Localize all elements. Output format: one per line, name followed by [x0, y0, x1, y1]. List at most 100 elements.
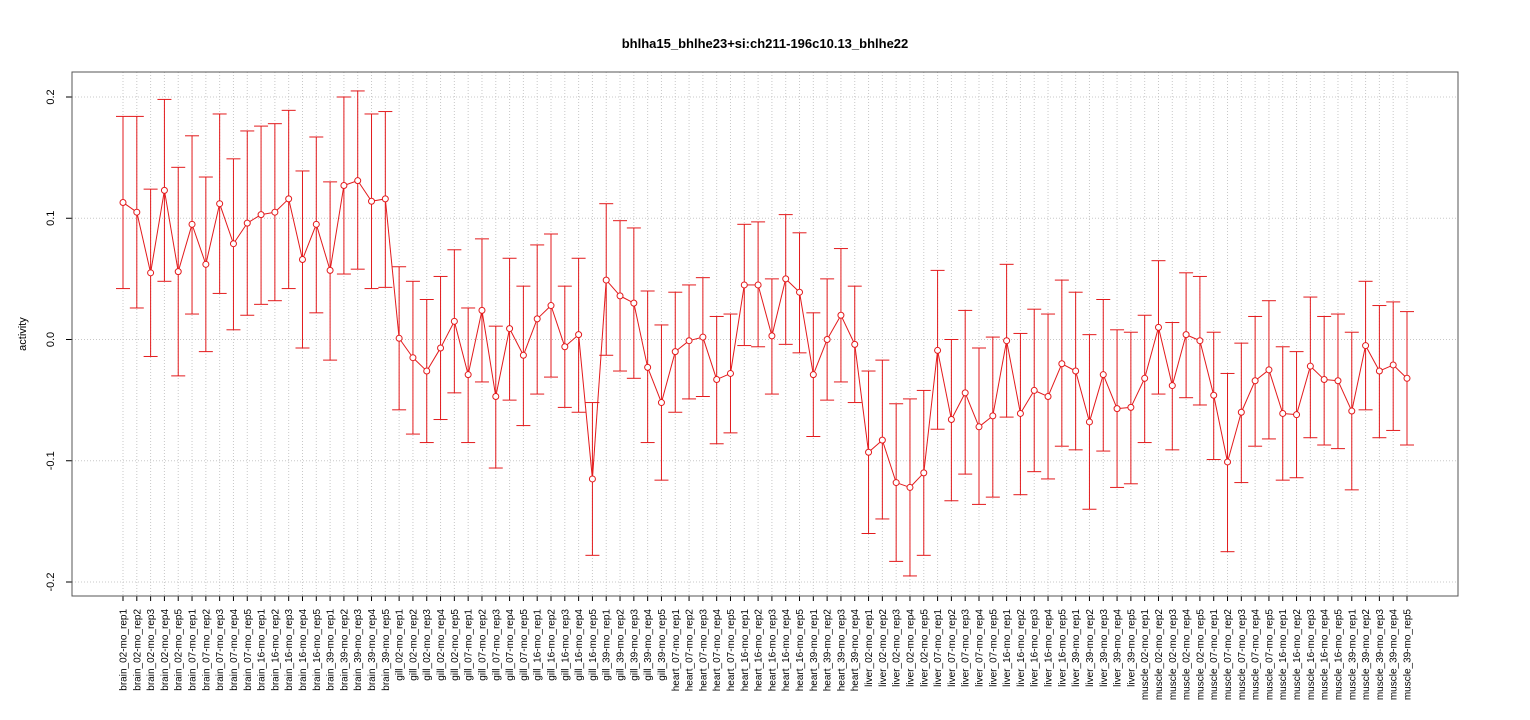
series-segment: [1144, 330, 1159, 376]
data-point: [823, 336, 831, 343]
series-segment: [1296, 368, 1311, 412]
data-point: [906, 483, 914, 491]
series-segment: [965, 395, 979, 425]
series-segment: [1269, 372, 1283, 411]
x-tick-label: heart_16-mo_rep5: [795, 609, 806, 692]
x-tick-label: gill_07-mo_rep2: [477, 609, 488, 681]
x-tick-label: gill_39-mo_rep2: [616, 609, 627, 681]
series-segment: [1021, 392, 1034, 412]
x-tick-label: heart_39-mo_rep3: [836, 609, 847, 692]
y-tick-label: -0.2: [45, 573, 57, 592]
x-tick-label: heart_16-mo_rep1: [740, 609, 751, 692]
series-segment: [898, 483, 908, 487]
data-point: [147, 269, 155, 277]
x-tick-label: liver_16-mo_rep4: [1044, 609, 1055, 687]
data-point: [1306, 362, 1314, 370]
series-segment: [719, 374, 728, 379]
x-tick-label: brain_39-mo_rep4: [367, 609, 378, 691]
data-point: [892, 479, 900, 487]
data-point: [1085, 418, 1093, 426]
x-tick-label: gill_07-mo_rep5: [519, 609, 530, 681]
x-tick-label: liver_07-mo_rep1: [933, 609, 944, 687]
series-segment: [249, 215, 259, 222]
series-activity: [116, 90, 1414, 577]
series-segment: [758, 287, 772, 334]
data-point: [478, 306, 486, 314]
x-tick-label: muscle_39-mo_rep1: [1347, 609, 1358, 701]
series-segment: [454, 324, 468, 372]
x-tick-label: gill_02-mo_rep2: [408, 609, 419, 681]
data-point: [257, 211, 265, 219]
data-point: [1265, 366, 1273, 374]
series-segment: [1158, 330, 1173, 383]
data-point: [160, 186, 168, 194]
data-point: [533, 315, 541, 323]
x-tick-label: muscle_07-mo_rep3: [1237, 609, 1248, 701]
series-segment: [150, 193, 165, 270]
series-segment: [316, 227, 330, 268]
series-segment: [288, 201, 303, 257]
series-segment: [1312, 367, 1323, 378]
data-point: [1389, 361, 1397, 369]
data-point: [1362, 342, 1370, 350]
series-segment: [192, 226, 206, 262]
x-tick-label: muscle_39-mo_rep3: [1375, 609, 1386, 701]
x-tick-label: liver_39-mo_rep3: [1099, 609, 1110, 687]
series-segment: [1351, 348, 1366, 409]
x-tick-label: liver_02-mo_rep2: [878, 609, 889, 687]
data-point: [1224, 458, 1232, 466]
data-point: [920, 469, 928, 477]
data-point: [119, 198, 127, 206]
series-segment: [992, 343, 1007, 414]
series-segment: [607, 282, 619, 294]
series-segment: [1213, 398, 1228, 460]
x-tick-label: muscle_02-mo_rep1: [1140, 609, 1151, 701]
data-point: [754, 281, 762, 289]
series-segment: [1103, 377, 1117, 407]
series-segment: [1395, 366, 1406, 377]
data-point: [975, 423, 983, 431]
x-tick-label: muscle_39-mo_rep4: [1389, 609, 1400, 701]
data-point: [1058, 360, 1066, 368]
data-point: [1003, 337, 1011, 345]
series-segment: [854, 347, 869, 450]
x-tick-label: liver_16-mo_rep3: [1030, 609, 1041, 687]
data-point: [1154, 323, 1162, 331]
series-segment: [703, 339, 717, 377]
data-point: [699, 333, 707, 341]
x-tick-label: brain_16-mo_rep2: [270, 609, 281, 691]
data-point: [202, 260, 210, 268]
data-point: [947, 416, 955, 424]
data-point: [243, 219, 251, 227]
series-segment: [633, 305, 648, 365]
x-tick-label: gill_02-mo_rep1: [395, 609, 406, 681]
series-segment: [1048, 366, 1062, 394]
series-segment: [648, 369, 661, 400]
data-point: [1403, 374, 1411, 382]
x-tick-label: heart_39-mo_rep2: [823, 609, 834, 692]
x-tick-label: muscle_07-mo_rep5: [1264, 609, 1275, 701]
data-point: [726, 369, 734, 377]
x-tick-label: heart_07-mo_rep1: [671, 609, 682, 692]
data-point: [1320, 376, 1328, 384]
series-segment: [1036, 391, 1046, 396]
series-segment: [799, 295, 814, 372]
series-segment: [330, 188, 344, 268]
data-point: [809, 371, 817, 379]
data-point: [1237, 408, 1245, 416]
series-segment: [523, 321, 537, 353]
x-tick-label: liver_39-mo_rep2: [1085, 609, 1096, 687]
x-tick-label: gill_16-mo_rep1: [533, 609, 544, 681]
data-point: [961, 389, 969, 397]
data-point: [174, 268, 182, 276]
series-segment: [1257, 371, 1267, 380]
x-tick-label: heart_39-mo_rep1: [809, 609, 820, 692]
data-point: [782, 275, 790, 283]
data-point: [312, 220, 320, 228]
series-segment: [374, 198, 383, 202]
data-point: [657, 399, 665, 407]
series-segment: [495, 331, 510, 394]
x-tick-label: muscle_02-mo_rep5: [1195, 609, 1206, 701]
x-tick-label: brain_39-mo_rep1: [326, 609, 337, 691]
data-point: [423, 367, 431, 375]
